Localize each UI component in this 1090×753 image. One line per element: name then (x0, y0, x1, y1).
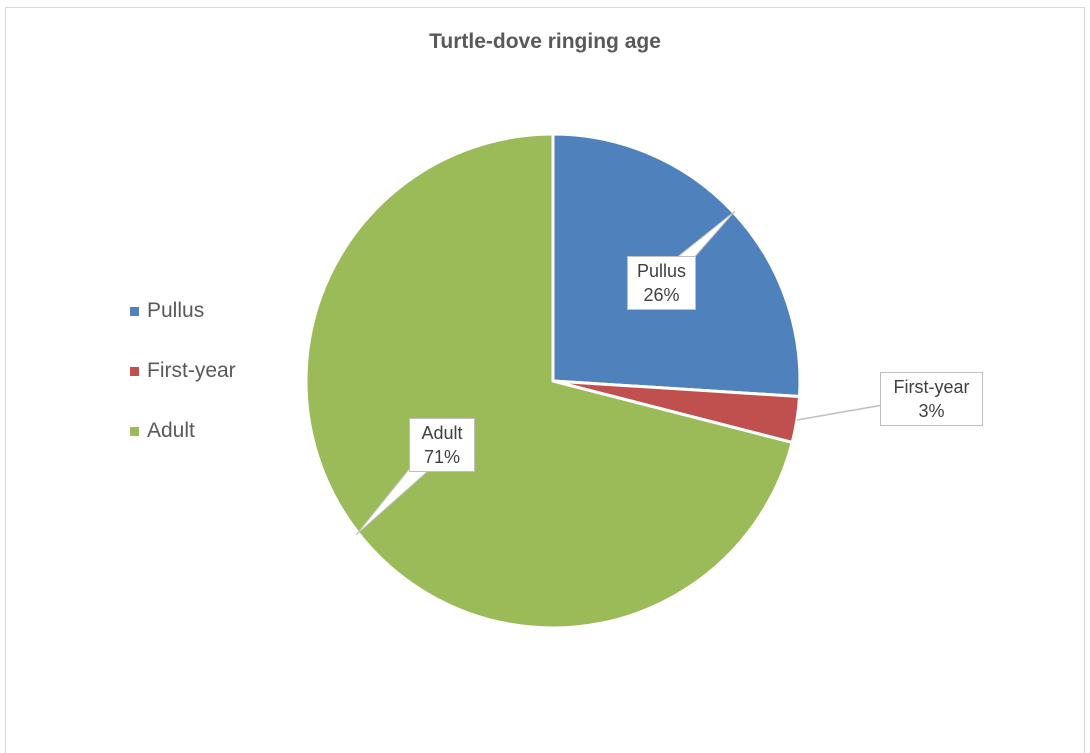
data-label-adult-category: Adult (421, 423, 463, 443)
legend-label-pullus: Pullus (147, 299, 205, 322)
legend-label-adult: Adult (147, 419, 195, 442)
data-label-pullus-category: Pullus (636, 261, 687, 281)
legend-item-pullus: Pullus (130, 296, 236, 326)
legend-swatch-first-year (130, 366, 139, 376)
data-label-first-year-value: 3% (918, 401, 945, 421)
chart-title: Turtle-dove ringing age (429, 30, 661, 53)
leader-first-year (796, 404, 881, 421)
data-label-adult: Adult 71% (409, 418, 475, 472)
data-label-first-year: First-year 3% (880, 372, 983, 426)
data-label-pullus: Pullus 26% (627, 256, 696, 310)
data-label-adult-value: 71% (423, 447, 461, 467)
legend-item-first-year: First-year (130, 356, 236, 386)
pie-slices (304, 132, 802, 630)
legend-swatch-pullus (130, 306, 139, 316)
data-label-pullus-value: 26% (643, 285, 680, 305)
legend-label-first-year: First-year (147, 359, 236, 382)
legend-item-adult: Adult (130, 416, 236, 446)
legend-swatch-adult (130, 426, 139, 436)
data-label-first-year-category: First-year (893, 377, 970, 397)
legend: Pullus First-year Adult (130, 296, 236, 476)
